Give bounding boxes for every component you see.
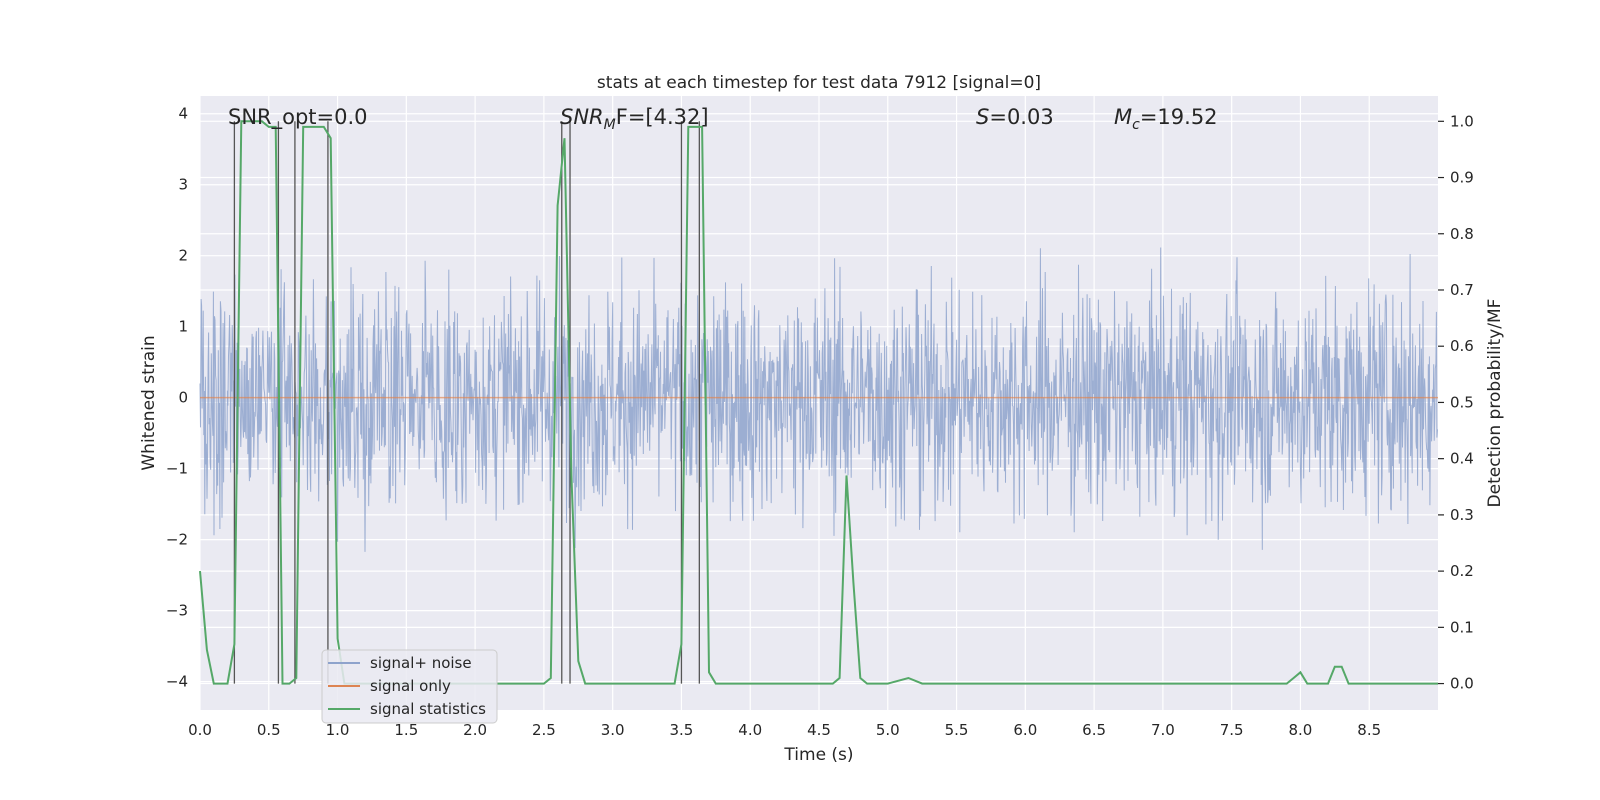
x-tick-label: 7.5 — [1220, 721, 1244, 739]
y-tick-label: 1 — [178, 318, 188, 336]
y2-tick-label: 0.3 — [1450, 506, 1474, 524]
tick-labels: 0.0 0.5 1.0 1.5 2.0 2.5 3.0 3.5 4.0 4.5 5.0 5.5 6.0 6… — [166, 105, 1474, 739]
x-tick-label: 0.5 — [257, 721, 281, 739]
y2-tick-label: 0.6 — [1450, 337, 1474, 355]
x-tick-label: 5.5 — [945, 721, 969, 739]
y-tick-label: 3 — [178, 176, 188, 194]
x-tick-label: 2.0 — [463, 721, 487, 739]
y-tick-label: −4 — [166, 673, 188, 691]
x-tick-label: 6.0 — [1013, 721, 1037, 739]
y2-tick-label: 1.0 — [1450, 112, 1474, 130]
legend-label-signal-only: signal only — [370, 677, 451, 695]
series-signal-statistics — [199, 120, 1438, 685]
y2-tick-label: 0.4 — [1450, 450, 1474, 468]
x-tick-label: 6.5 — [1082, 721, 1106, 739]
x-tick-label: 2.5 — [532, 721, 556, 739]
legend: signal+ noise signal only signal statist… — [321, 649, 498, 724]
y2-tick-label: 0.8 — [1450, 225, 1474, 243]
y-tick-label: 4 — [178, 105, 188, 123]
legend-box — [321, 649, 498, 724]
annotation-mc: Mc=19.52 — [1114, 105, 1218, 133]
x-tick-label: 7.0 — [1151, 721, 1175, 739]
x-tick-label: 0.0 — [188, 721, 212, 739]
chart-title: stats at each timestep for test data 791… — [597, 73, 1041, 93]
y2-tick-label: 0.9 — [1450, 169, 1474, 187]
annotation-snr-mf: SNRMF=[4.32] — [560, 105, 709, 133]
y-tick-label: 2 — [178, 247, 188, 265]
x-tick-label: 4.0 — [738, 721, 762, 739]
legend-label-signal-noise: signal+ noise — [370, 654, 472, 672]
x-tick-label: 1.5 — [394, 721, 418, 739]
grid — [199, 96, 1438, 710]
x-tick-label: 8.0 — [1289, 721, 1313, 739]
noise-trace — [199, 247, 1438, 552]
y2-tick-label: 0.2 — [1450, 562, 1474, 580]
annotation-snr-opt: SNR_opt=0.0 — [228, 105, 368, 130]
x-axis-label: Time (s) — [783, 745, 853, 765]
x-tick-label: 8.5 — [1357, 721, 1381, 739]
y2-tick-label: 0.1 — [1450, 618, 1474, 636]
y2-tick-label: 0.7 — [1450, 281, 1474, 299]
x-tick-label: 1.0 — [326, 721, 350, 739]
legend-label-signal-statistics: signal statistics — [370, 700, 486, 718]
annotation-s: S=0.03 — [976, 105, 1054, 129]
x-tick-label: 3.5 — [670, 721, 694, 739]
y2-tick-label: 0.5 — [1450, 393, 1474, 411]
x-tick-label: 3.0 — [601, 721, 625, 739]
y-axis-label: Whitened strain — [139, 335, 159, 470]
y-tick-label: −2 — [166, 531, 188, 549]
x-tick-label: 5.0 — [876, 721, 900, 739]
y2-axis-label: Detection probability/MF — [1485, 299, 1505, 508]
x-tick-label: 4.5 — [807, 721, 831, 739]
y-tick-label: 0 — [178, 389, 188, 407]
y-tick-label: −1 — [166, 460, 188, 478]
y2-tick-label: 0.0 — [1450, 675, 1474, 693]
series-signal-noise — [199, 247, 1438, 552]
statistics-line — [199, 120, 1438, 685]
y-tick-label: −3 — [166, 602, 188, 620]
